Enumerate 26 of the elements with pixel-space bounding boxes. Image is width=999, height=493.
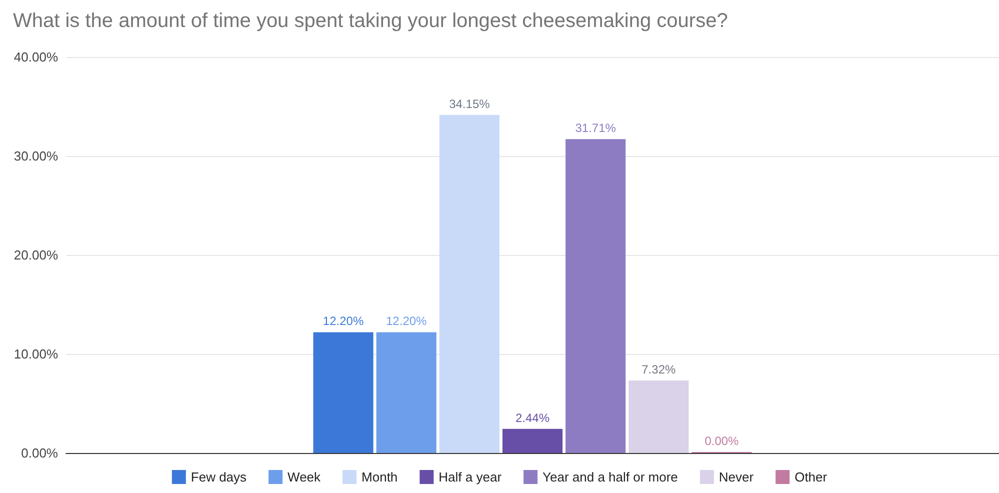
- y-tick-label: 0.00%: [21, 446, 58, 460]
- y-tick-label: 30.00%: [14, 148, 58, 164]
- legend-label: Half a year: [438, 470, 502, 484]
- legend-label: Year and a half or more: [542, 470, 678, 484]
- y-tick-label: 20.00%: [14, 248, 58, 262]
- data-label: 2.44%: [515, 410, 550, 425]
- bar: [566, 139, 626, 453]
- data-label: 0.00%: [704, 434, 740, 448]
- data-label: 7.32%: [642, 362, 676, 377]
- legend-label: Week: [288, 470, 322, 484]
- chart-title: What is the amount of time you spent taking your longest cheesemaking course?: [13, 10, 728, 32]
- y-tick-label: 40.00%: [14, 50, 58, 64]
- bar: [502, 428, 563, 453]
- data-label: 31.71%: [575, 121, 616, 136]
- data-label: 12.20%: [322, 314, 364, 328]
- bar: [376, 332, 436, 453]
- y-tick-label: 10.00%: [14, 346, 58, 362]
- data-label: 34.15%: [449, 96, 490, 111]
- legend-label: Month: [362, 470, 398, 484]
- data-label: 12.20%: [386, 314, 428, 328]
- legend-label: Never: [718, 470, 754, 484]
- bar: [313, 332, 374, 453]
- bar: [628, 380, 689, 453]
- legend-label: Few days: [190, 470, 248, 484]
- legend-label: Other: [794, 470, 828, 484]
- bar: [439, 114, 500, 453]
